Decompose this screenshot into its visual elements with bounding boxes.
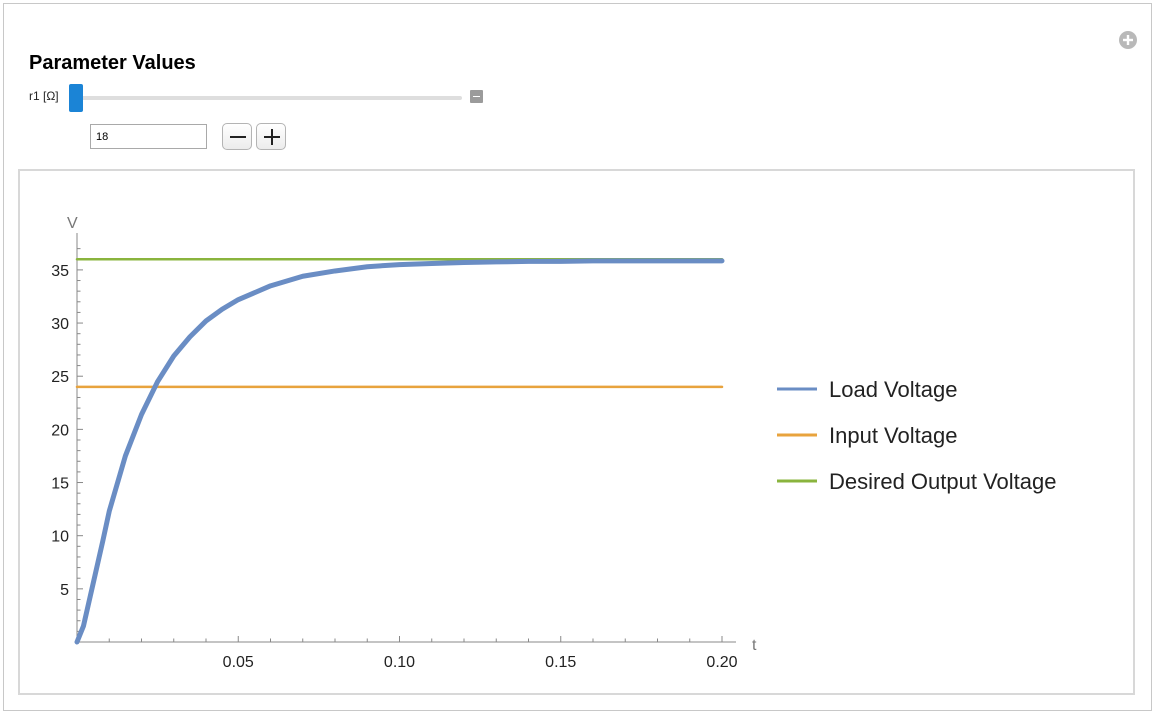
plus-icon	[264, 129, 280, 145]
y-tick-label: 15	[51, 476, 69, 493]
legend-label: Desired Output Voltage	[829, 469, 1056, 494]
legend-label: Input Voltage	[829, 423, 957, 448]
x-axis-label: t	[752, 637, 757, 654]
y-tick-label: 25	[51, 369, 69, 386]
line-chart: 0.05 0.10 0.15 0.20 5 10 15 20 25 30 35 t V Load Volt…	[51, 215, 1056, 671]
x-tick-label: 0.05	[223, 654, 254, 671]
y-tick-label: 10	[51, 529, 69, 546]
slider-thumb[interactable]	[69, 84, 83, 112]
y-tick-label: 5	[60, 582, 69, 599]
collapse-toggle-icon[interactable]	[470, 90, 483, 103]
y-tick-label: 20	[51, 422, 69, 439]
x-tick-label: 0.15	[545, 654, 576, 671]
plus-circle-icon[interactable]	[1118, 30, 1138, 50]
x-tick-label: 0.10	[384, 654, 415, 671]
slider-label: r1 [Ω]	[29, 89, 59, 103]
y-axis-label: V	[67, 215, 78, 232]
y-tick-label: 35	[51, 263, 69, 280]
legend-label: Load Voltage	[829, 377, 957, 402]
plot-area: 0.05 0.10 0.15 0.20 5 10 15 20 25 30 35 t V Load Volt…	[18, 169, 1135, 695]
decrement-button[interactable]	[222, 123, 252, 150]
value-input[interactable]	[90, 124, 207, 149]
increment-button[interactable]	[256, 123, 286, 150]
slider-track[interactable]	[70, 96, 462, 100]
panel-title: Parameter Values	[29, 52, 196, 74]
y-tick-label: 30	[51, 316, 69, 333]
x-tick-label: 0.20	[706, 654, 737, 671]
minus-icon	[230, 136, 246, 138]
series-line-load-voltage	[74, 258, 725, 645]
